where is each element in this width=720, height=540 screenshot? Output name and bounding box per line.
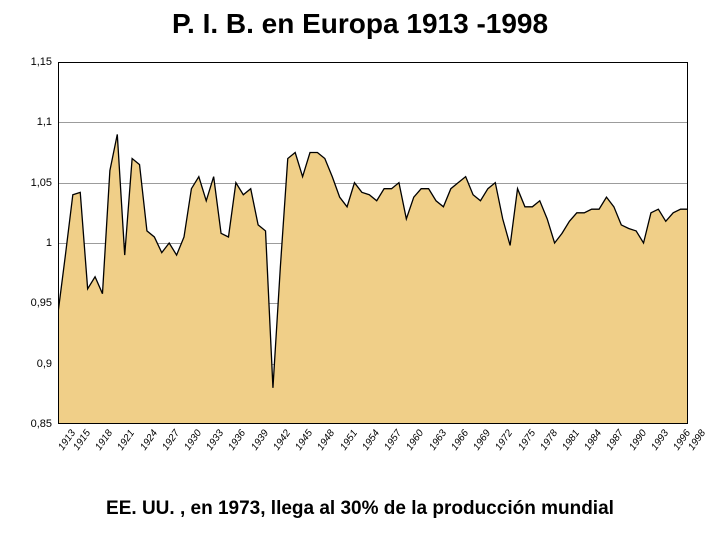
x-tick-label: 1918	[93, 428, 115, 453]
x-tick-label: 1978	[538, 428, 560, 453]
x-tick-label: 1930	[182, 428, 204, 453]
x-tick-label: 1924	[138, 428, 160, 453]
x-tick-label: 1990	[627, 428, 649, 453]
x-tick-label: 1993	[649, 428, 671, 453]
x-tick-label: 1957	[382, 428, 404, 453]
x-tick-label: 1927	[160, 428, 182, 453]
x-tick-label: 1948	[316, 428, 338, 453]
x-tick-label: 1984	[583, 428, 605, 453]
x-tick-label: 1975	[516, 428, 538, 453]
plot-area	[58, 62, 688, 424]
y-tick-label: 0,95	[31, 297, 52, 309]
x-tick-label: 1981	[560, 428, 582, 453]
x-tick-label: 1939	[249, 428, 271, 453]
x-tick-label: 1933	[205, 428, 227, 453]
x-tick-label: 1963	[427, 428, 449, 453]
x-tick-label: 1951	[338, 428, 360, 453]
x-tick-label: 1966	[449, 428, 471, 453]
x-tick-label: 1969	[471, 428, 493, 453]
x-tick-label: 1936	[227, 428, 249, 453]
x-tick-label: 1945	[294, 428, 316, 453]
y-tick-label: 0,9	[37, 358, 52, 370]
x-tick-label: 1942	[271, 428, 293, 453]
chart-caption: EE. UU. , en 1973, llega al 30% de la pr…	[0, 498, 720, 520]
y-tick-label: 1,05	[31, 177, 52, 189]
x-tick-label: 1987	[605, 428, 627, 453]
x-tick-label: 1921	[116, 428, 138, 453]
chart-title: P. I. B. en Europa 1913 -1998	[0, 8, 720, 40]
y-tick-label: 1,15	[31, 56, 52, 68]
x-tick-label: 1972	[494, 428, 516, 453]
y-tick-label: 1	[46, 237, 52, 249]
x-tick-label: 1954	[360, 428, 382, 453]
x-tick-label: 1960	[405, 428, 427, 453]
y-tick-label: 0,85	[31, 418, 52, 430]
gdp-area-chart: 0,850,90,9511,051,11,1519131915191819211…	[58, 62, 688, 424]
y-tick-label: 1,1	[37, 116, 52, 128]
